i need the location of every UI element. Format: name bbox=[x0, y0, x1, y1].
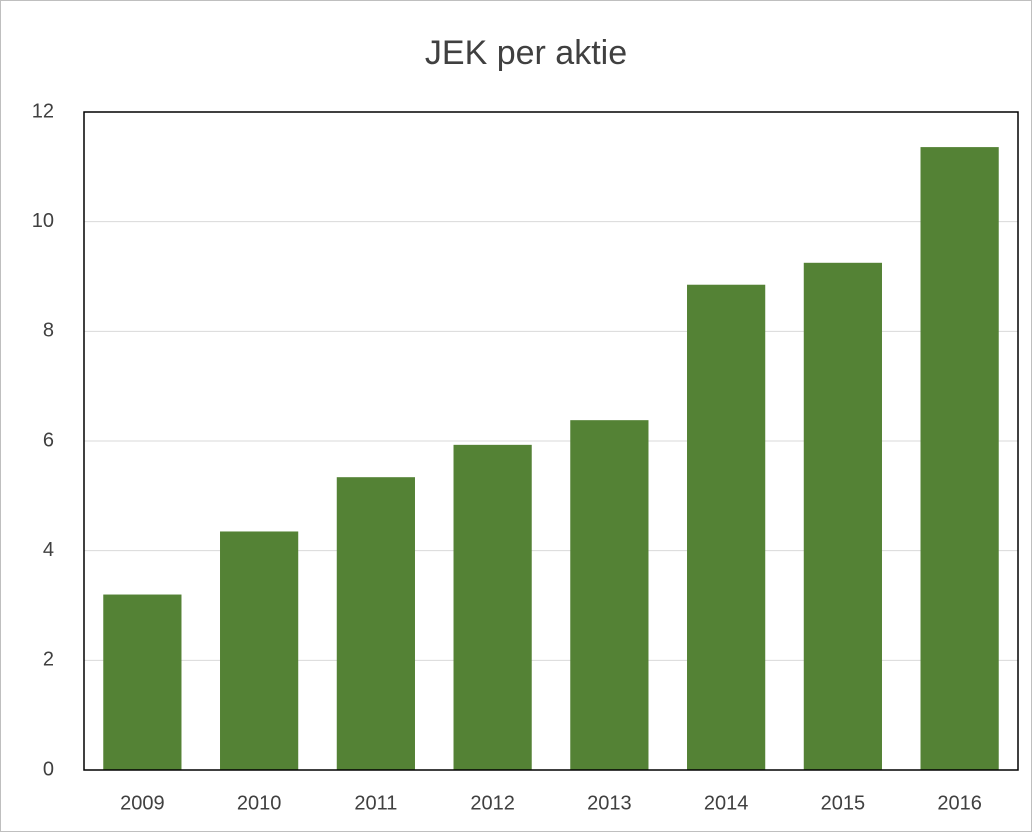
bar bbox=[920, 147, 999, 771]
y-tick-label: 4 bbox=[43, 539, 54, 561]
bar bbox=[570, 420, 649, 770]
bar bbox=[103, 594, 182, 770]
y-tick-label: 10 bbox=[32, 210, 54, 232]
x-tick-label: 2015 bbox=[821, 792, 866, 814]
bar bbox=[220, 531, 299, 770]
bar bbox=[803, 262, 882, 770]
bar bbox=[453, 444, 532, 770]
x-tick-label: 2012 bbox=[470, 792, 515, 814]
y-tick-label: 6 bbox=[43, 429, 54, 451]
x-tick-label: 2014 bbox=[704, 792, 749, 814]
x-tick-label: 2011 bbox=[354, 792, 397, 814]
y-tick-label: 12 bbox=[32, 100, 54, 122]
bar bbox=[336, 477, 415, 770]
y-tick-label: 8 bbox=[43, 320, 54, 342]
y-tick-label: 2 bbox=[43, 649, 54, 671]
x-tick-label: 2013 bbox=[587, 792, 632, 814]
x-tick-label: 2016 bbox=[937, 792, 982, 814]
chart-title: JEK per aktie bbox=[425, 34, 627, 72]
plot-border bbox=[83, 111, 1019, 771]
x-tick-label: 2009 bbox=[120, 792, 165, 814]
y-tick-label: 0 bbox=[43, 758, 54, 780]
x-tick-label: 2010 bbox=[237, 792, 282, 814]
bar bbox=[687, 284, 766, 770]
